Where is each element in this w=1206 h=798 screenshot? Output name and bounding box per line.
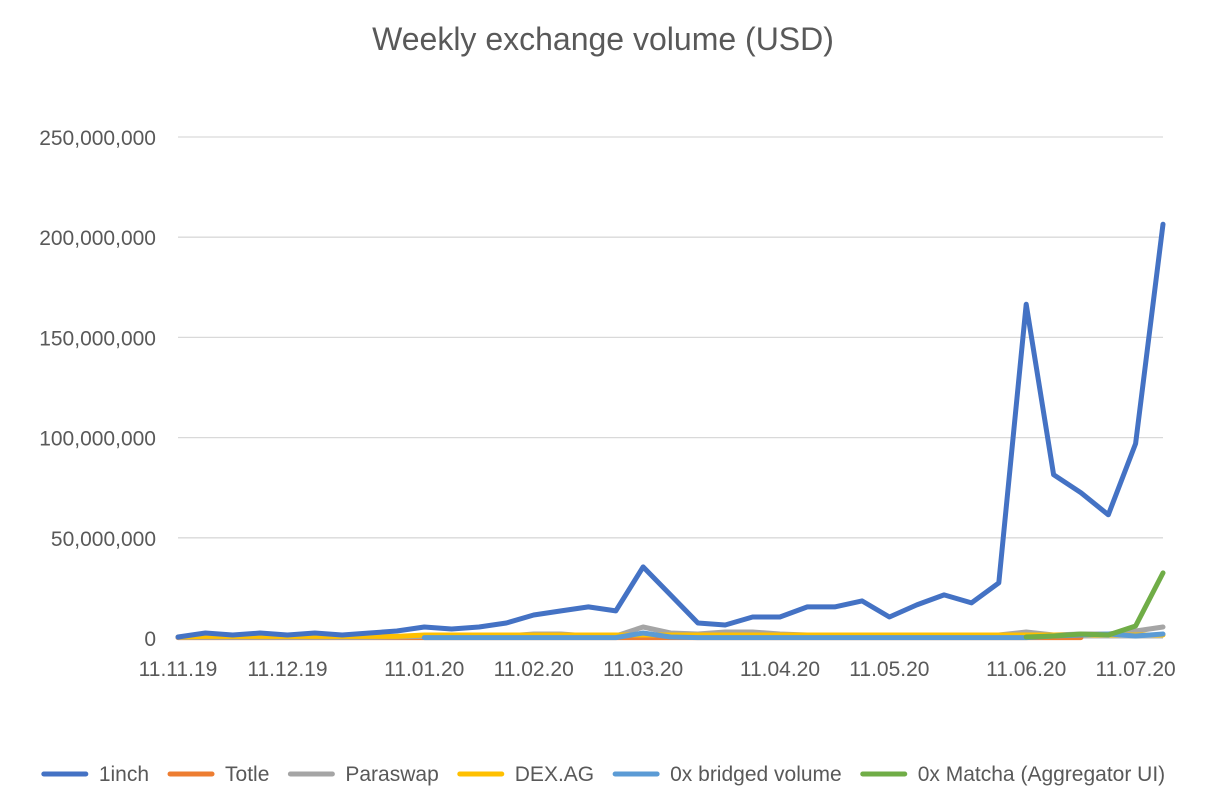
chart-title: Weekly exchange volume (USD) [372,21,834,57]
legend-item: 0x bridged volume [612,763,842,786]
x-tick-label: 11.01.20 [384,658,464,681]
series-lines [175,221,1166,641]
x-tick-label: 11.07.20 [1096,658,1176,681]
x-tick-label: 11.05.20 [849,658,929,681]
legend-item: Paraswap [287,763,439,786]
legend-label: 0x Matcha (Aggregator UI) [918,763,1165,786]
series-line-1inch [175,221,1166,640]
x-axis-ticks: 11.11.19 11.12.19 11.01.20 11.02.20 11.03.20… [139,658,1176,681]
gridlines [178,136,1163,639]
legend-item: Totle [167,763,269,786]
y-tick-label: 50,000,000 [51,528,156,551]
legend-label: 1inch [99,763,149,786]
legend-item: DEX.AG [457,763,594,786]
legend-item: 1inch [41,763,149,786]
x-tick-label: 11.12.19 [247,658,327,681]
legend-label: Paraswap [345,763,438,786]
y-tick-label: 250,000,000 [39,127,156,150]
x-tick-label: 11.03.20 [603,658,683,681]
legend: 1inch Totle Paraswap DEX.AG 0x bridged volum… [41,763,1165,786]
y-tick-label: 0 [144,628,156,651]
legend-label: Totle [225,763,269,786]
legend-label: DEX.AG [515,763,594,786]
x-tick-label: 11.06.20 [986,658,1066,681]
x-tick-label: 11.04.20 [740,658,820,681]
y-tick-label: 150,000,000 [39,327,156,350]
legend-item: 0x Matcha (Aggregator UI) [860,763,1165,786]
legend-label: 0x bridged volume [670,763,842,786]
y-axis-ticks: 0 50,000,000 100,000,000 150,000,000 200,000… [39,127,156,651]
y-tick-label: 100,000,000 [39,428,156,451]
series-line-0x-matcha-aggregator-ui [1023,570,1166,640]
x-tick-label: 11.11.19 [139,658,218,681]
y-tick-label: 200,000,000 [39,227,156,250]
x-tick-label: 11.02.20 [494,658,574,681]
